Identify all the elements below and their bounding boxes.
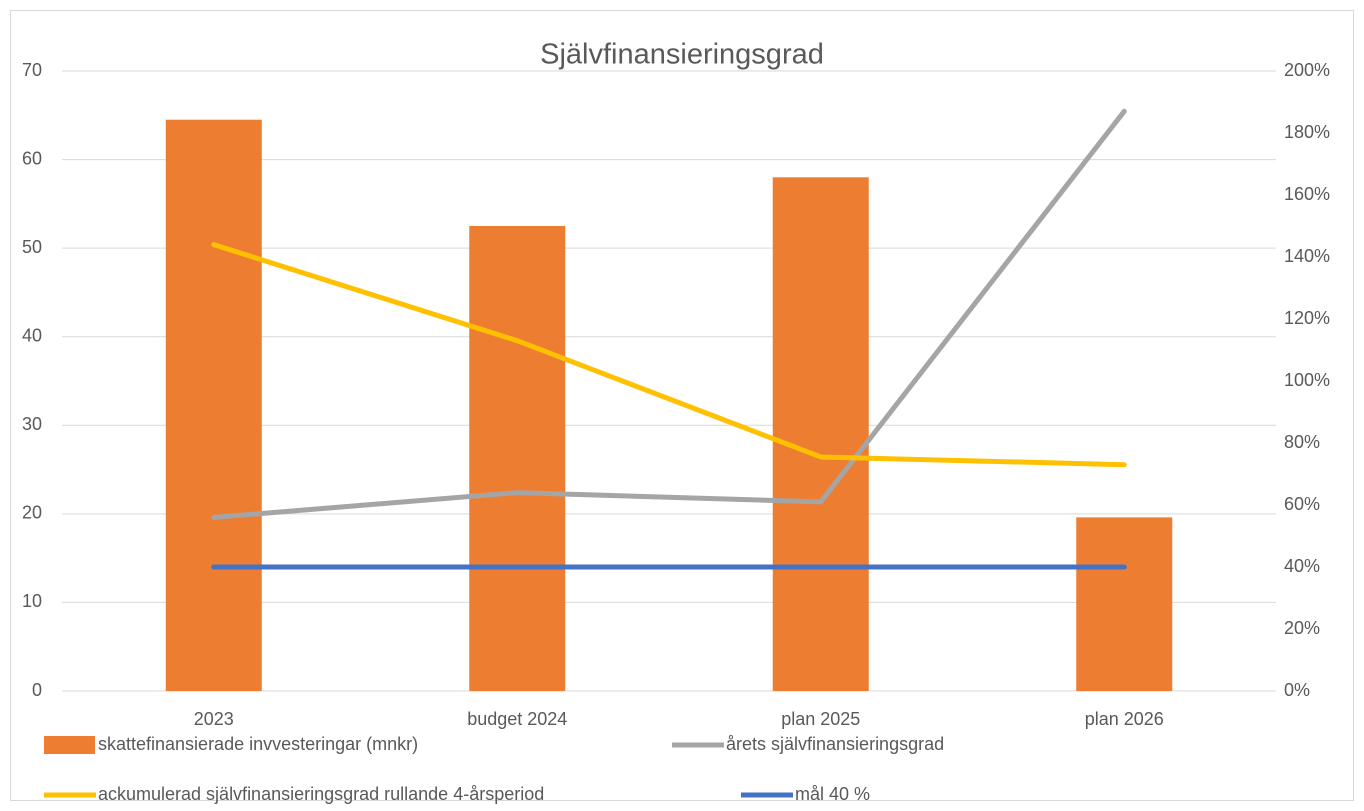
y-tick-label: 20 (22, 503, 42, 523)
bar (165, 119, 262, 691)
y2-tick-label: 20% (1284, 618, 1320, 638)
y-tick-label: 10 (22, 591, 42, 611)
legend-label: årets självfinansieringsgrad (726, 734, 944, 754)
y2-tick-label: 200% (1284, 60, 1330, 80)
x-tick-label: plan 2025 (781, 709, 860, 729)
y2-tick-label: 80% (1284, 432, 1320, 452)
bar (1076, 517, 1173, 691)
y2-tick-label: 140% (1284, 246, 1330, 266)
x-tick-label: plan 2026 (1085, 709, 1164, 729)
x-tick-label: 2023 (194, 709, 234, 729)
y-tick-label: 40 (22, 325, 42, 345)
y2-tick-label: 120% (1284, 308, 1330, 328)
legend-label: mål 40 % (795, 784, 870, 804)
y2-tick-label: 60% (1284, 494, 1320, 514)
x-tick-label: budget 2024 (467, 709, 567, 729)
legend-label: ackumulerad självfinansieringsgrad rulla… (98, 784, 544, 804)
legend-swatch (44, 736, 95, 754)
y-tick-label: 0 (32, 680, 42, 700)
y-tick-label: 70 (22, 60, 42, 80)
y2-tick-label: 100% (1284, 370, 1330, 390)
line (211, 108, 1127, 520)
y2-tick-label: 180% (1284, 122, 1330, 142)
y-tick-label: 50 (22, 237, 42, 257)
legend-label: skattefinansierade invvesteringar (mnkr) (98, 734, 418, 754)
y2-tick-label: 0% (1284, 680, 1310, 700)
bar (772, 177, 869, 692)
y-tick-label: 60 (22, 148, 42, 168)
chart-title: Självfinansieringsgrad (540, 39, 824, 71)
y2-tick-label: 160% (1284, 184, 1330, 204)
y2-tick-label: 40% (1284, 556, 1320, 576)
line (211, 242, 1127, 468)
bar (469, 226, 566, 691)
y-tick-label: 30 (22, 414, 42, 434)
